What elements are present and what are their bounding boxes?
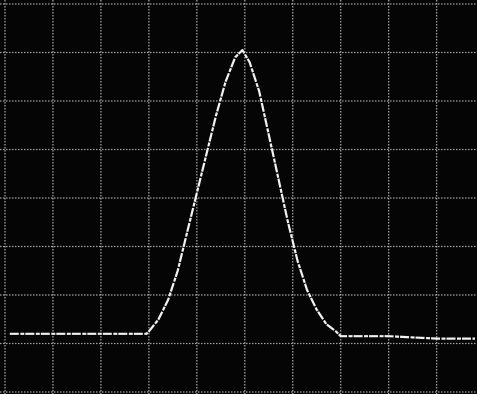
page: (() => { const data = JSON.parse(documen…: [0, 0, 477, 394]
oscilloscope-screen: [0, 0, 477, 394]
